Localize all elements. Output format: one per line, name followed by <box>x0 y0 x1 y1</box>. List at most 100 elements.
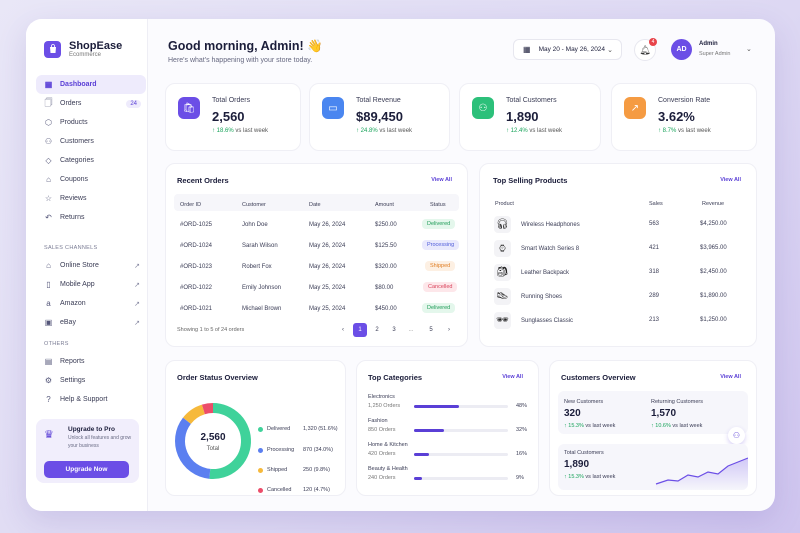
orders-icon: 🛍︎ <box>178 97 200 119</box>
page-3[interactable]: 3 <box>392 327 396 333</box>
total-customers-change: ↑ 15.3% vs last week <box>564 474 616 480</box>
sidebar-item-coupons[interactable]: ⌂ Coupons <box>36 170 146 189</box>
help-icon: ? <box>46 395 51 404</box>
star-icon: ☆ <box>44 194 53 203</box>
trend-line <box>655 457 748 485</box>
returning-customers-label: Returning Customers <box>651 399 703 405</box>
new-customers-label: New Customers <box>564 399 604 405</box>
arrow-up-icon: ↑ <box>658 128 663 134</box>
user-name[interactable]: Admin <box>699 41 718 47</box>
date-range-picker[interactable]: ▦ May 20 - May 26, 2024 ⌄ <box>513 39 622 60</box>
brand-logo[interactable]: ShopEase Ecommerce <box>44 40 122 58</box>
customers-summary <box>558 391 748 434</box>
trend-area <box>656 458 748 490</box>
sidebar-item-settings[interactable]: ⚙ Settings <box>44 376 86 385</box>
greeting: Good morning, Admin! 👋 <box>168 39 323 53</box>
sidebar-item-reports[interactable]: ▤ Reports <box>44 357 85 366</box>
sidebar-item-online-store[interactable]: ⌂ Online Store ↗ <box>36 256 146 275</box>
legend-dot <box>258 448 263 453</box>
sidebar-item-reviews[interactable]: ☆ Reviews <box>44 194 87 203</box>
page-2[interactable]: 2 <box>375 327 379 333</box>
customers-overview-title: Customers Overview <box>561 373 636 382</box>
external-link-icon: ↗ <box>134 281 140 289</box>
category-bar <box>414 405 460 408</box>
main-nav: ▦ Dashboard 🗍 Orders 24 ⬡ Products ⚇ Customer… <box>36 75 146 227</box>
sidebar-item-mobile-app[interactable]: ▯ Mobile App ↗ <box>36 275 146 294</box>
stat-change: ↑ 8.7% vs last week <box>658 128 711 134</box>
pagination-next[interactable]: › <box>448 327 450 333</box>
donut-total: 2,560 <box>200 432 226 443</box>
column-header: Amount <box>375 202 394 208</box>
amazon-icon: a <box>46 299 51 308</box>
backpack-icon: 🎒︎ <box>494 264 511 281</box>
sidebar-item-amazon[interactable]: a Amazon ↗ <box>36 294 146 313</box>
legend-dot <box>258 488 263 493</box>
donut-slice-shipped[interactable] <box>182 404 206 425</box>
order-status-donut <box>175 403 251 479</box>
wallet-icon: ▭ <box>322 97 344 119</box>
status-badge: Cancelled <box>423 282 458 292</box>
sidebar-item-returns[interactable]: ↶ Returns <box>45 213 85 222</box>
notification-count: 4 <box>649 38 657 46</box>
customers-view-all[interactable]: View All <box>720 374 741 380</box>
sidebar-item-ebay[interactable]: ▣ eBay ↗ <box>44 318 140 327</box>
top-products-view-all[interactable]: View All <box>720 177 741 183</box>
donut-slice-delivered[interactable] <box>209 403 251 479</box>
order-status-title: Order Status Overview <box>177 373 258 382</box>
page-5[interactable]: 5 <box>429 327 433 333</box>
stat-label: Total Customers <box>506 97 557 104</box>
column-header: Product <box>495 201 514 207</box>
notifications-button[interactable]: 🔔︎ 4 <box>634 38 657 61</box>
orders-icon: 🗍 <box>44 97 53 107</box>
mobile-icon: ▯ <box>46 280 51 289</box>
chevron-down-icon[interactable]: ⌄ <box>746 46 752 53</box>
sidebar-item-help[interactable]: ? Help & Support <box>36 390 146 409</box>
upgrade-title: Upgrade to Pro <box>68 426 115 433</box>
sidebar-item-dashboard[interactable]: ▦ Dashboard <box>36 75 146 94</box>
order-status-card: Order Status Overview 2,560 Total Delive… <box>165 360 346 496</box>
stat-value: 3.62% <box>658 109 695 124</box>
store-icon: ⌂ <box>46 261 51 270</box>
upgrade-button[interactable]: Upgrade Now <box>44 461 129 478</box>
brand-name: ShopEase <box>69 40 123 52</box>
category-bar <box>414 477 423 480</box>
stat-card-revenue: ▭ Total Revenue $89,450 ↑ 24.8% vs last … <box>309 83 450 151</box>
gear-icon: ⚙ <box>44 376 53 385</box>
category-bar <box>414 429 445 432</box>
total-customers-value: 1,890 <box>564 459 590 470</box>
recent-orders-title: Recent Orders <box>177 176 229 185</box>
pagination-prev[interactable]: ‹ <box>342 327 344 333</box>
legend-label: Processing <box>267 447 295 453</box>
donut-total-label: Total <box>206 446 220 452</box>
app-window: ShopEase Ecommerce ▦ Dashboard 🗍 Orders 24 … <box>26 19 775 511</box>
status-badge: Processing <box>422 240 460 250</box>
column-header: Revenue <box>702 201 725 207</box>
page-1[interactable]: 1 <box>353 323 367 337</box>
orders-badge: 24 <box>126 99 141 108</box>
legend-dot <box>258 427 263 432</box>
top-products-card: Top Selling Products View All Product Sa… <box>479 163 757 347</box>
stat-change: ↑ 12.4% vs last week <box>506 128 563 134</box>
pagination-info: Showing 1 to 5 of 24 orders <box>177 327 245 333</box>
legend-value: 870 (34.0%) <box>303 447 333 453</box>
bell-icon: 🔔︎ <box>639 44 651 55</box>
sidebar-item-categories[interactable]: ◇ Categories <box>45 156 94 165</box>
donut-slice-processing[interactable] <box>175 417 211 479</box>
column-header: Customer <box>242 202 266 208</box>
legend-label: Shipped <box>267 467 288 473</box>
legend-value: 250 (9.8%) <box>303 467 330 473</box>
status-badge: Delivered <box>422 219 456 229</box>
top-categories-card: Top Categories View All Electronics 1,25… <box>356 360 539 496</box>
recent-orders-view-all[interactable]: View All <box>431 177 452 183</box>
return-icon: ↶ <box>45 213 52 222</box>
shopping-bag-icon <box>44 40 61 58</box>
upgrade-desc: Unlock all features and grow your busine… <box>68 435 132 449</box>
users-icon: ⚇ <box>472 97 494 119</box>
sidebar-item-customers[interactable]: ⚇ Customers <box>44 137 94 146</box>
sidebar-item-products[interactable]: ⬡ Products <box>45 118 88 127</box>
avatar[interactable]: AD <box>671 39 692 60</box>
stat-value: $89,450 <box>356 109 403 124</box>
donut-slice-cancelled[interactable] <box>201 403 214 415</box>
sidebar-item-orders[interactable]: 🗍 Orders 24 <box>36 94 146 113</box>
top-categories-view-all[interactable]: View All <box>502 374 523 380</box>
